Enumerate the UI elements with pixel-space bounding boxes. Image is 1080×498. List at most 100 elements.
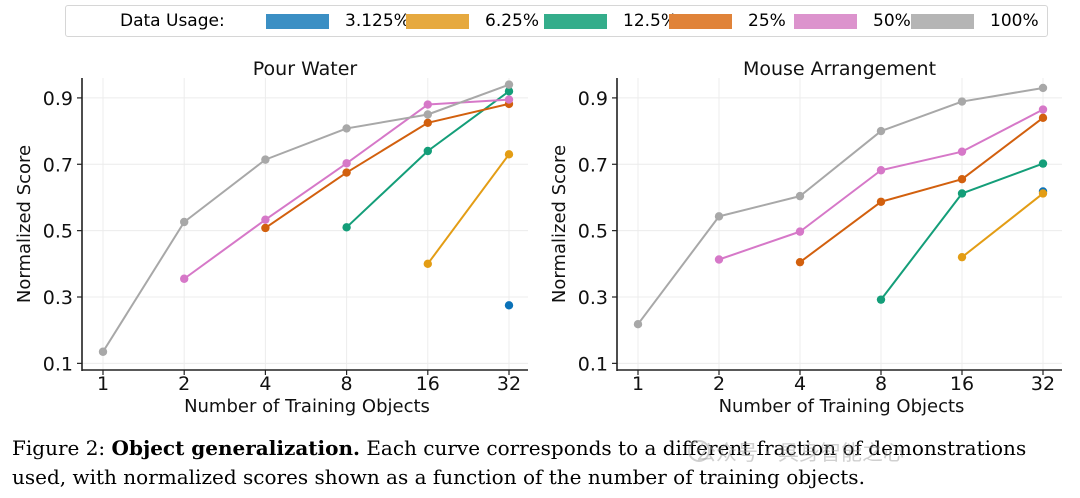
legend-label: 100%: [990, 11, 1039, 31]
data-point-100: [714, 212, 724, 221]
series-line-625: [426, 153, 510, 265]
figure-caption: Figure 2: Object generalization. Each cu…: [12, 434, 1072, 492]
data-point-25: [1038, 113, 1048, 123]
data-point-50: [423, 100, 432, 109]
legend-label: 6.25%: [485, 11, 540, 31]
x-tick-label: 4: [794, 373, 806, 395]
data-point-625: [423, 259, 432, 269]
data-point-125: [1038, 159, 1048, 168]
data-point-100: [98, 347, 108, 356]
legend-title: Data Usage:: [120, 11, 225, 31]
x-tick-label: 1: [97, 373, 109, 395]
legend-label: 50%: [873, 11, 911, 31]
x-tick-label: 8: [341, 373, 353, 395]
legend-swatch: [544, 14, 607, 29]
data-point-100: [876, 126, 886, 136]
y-tick-label: 0.3: [43, 287, 73, 309]
data-point-25: [342, 168, 351, 177]
y-tick-label: 0.5: [578, 221, 608, 243]
legend-swatch: [911, 14, 974, 29]
charts-canvas: 0.1 0.3 0.5 0.7 0.9 1 2 4 8 16 32 Pour Water Number …: [14, 58, 1062, 417]
chart-title: Pour Water: [253, 58, 358, 80]
series-line-25: [799, 117, 1044, 263]
data-point-100: [342, 124, 351, 133]
data-point-25: [876, 197, 886, 206]
caption-figure-label: Figure 2:: [12, 436, 106, 460]
legend-label: 3.125%: [345, 11, 410, 31]
data-point-25: [795, 257, 805, 267]
series-25: [261, 99, 514, 233]
data-point-50: [957, 147, 967, 156]
series-625: [957, 189, 1048, 262]
x-tick-label: 16: [950, 373, 974, 395]
x-tick-label: 2: [713, 373, 725, 395]
x-tick-label: 2: [178, 373, 190, 395]
data-point-50: [261, 215, 270, 224]
series-50: [180, 95, 514, 283]
series-3125: [504, 301, 514, 310]
data-point-100: [261, 155, 270, 164]
x-axis-label: Number of Training Objects: [719, 396, 965, 417]
data-point-25: [957, 175, 967, 184]
data-point-125: [957, 189, 967, 198]
series-line-100: [102, 83, 510, 353]
watermark: 公众号 · 具身智能之心: [695, 441, 905, 465]
series-100: [633, 83, 1048, 329]
y-tick-label: 0.9: [43, 88, 73, 110]
chart-panel-2: 0.1 0.3 0.5 0.7 0.9 1 2 4 8 16 32 Mouse Arrangement…: [549, 58, 1062, 417]
data-point-100: [180, 217, 189, 227]
data-point-100: [957, 97, 967, 106]
x-tick-label: 32: [1031, 373, 1055, 395]
data-point-125: [423, 146, 432, 156]
y-tick-label: 0.3: [578, 287, 608, 309]
watermark-icon: [688, 440, 710, 462]
x-tick-label: 32: [497, 373, 521, 395]
data-point-125: [342, 223, 351, 232]
legend-label: 25%: [748, 11, 786, 31]
series-line-25: [264, 102, 510, 229]
y-axis-label: Normalized Score: [14, 145, 35, 303]
data-point-25: [423, 118, 432, 127]
data-point-50: [795, 227, 805, 236]
data-point-50: [180, 274, 189, 283]
y-tick-label: 0.1: [43, 353, 73, 375]
legend-swatch: [669, 14, 732, 29]
x-tick-label: 4: [259, 373, 271, 395]
caption-bold-title: Object generalization.: [111, 436, 360, 460]
legend: Data Usage: 3.125% 6.25% 12.5% 25% 50% 1…: [65, 5, 1048, 37]
y-tick-label: 0.1: [578, 353, 608, 375]
data-point-125: [876, 295, 886, 304]
chart-panel-1: 0.1 0.3 0.5 0.7 0.9 1 2 4 8 16 32 Pour Water Number …: [14, 58, 528, 417]
series-line-100: [637, 86, 1044, 325]
data-point-625: [957, 252, 967, 262]
data-point-625: [1038, 189, 1048, 198]
data-point-125: [504, 87, 514, 96]
series-100: [98, 80, 514, 356]
series-line-625: [961, 192, 1044, 258]
x-axis-label: Number of Training Objects: [184, 396, 430, 417]
data-point-100: [504, 80, 514, 89]
x-tick-label: 16: [416, 373, 440, 395]
data-point-50: [342, 159, 351, 168]
legend-label: 12.5%: [623, 11, 678, 31]
data-point-100: [423, 110, 432, 119]
y-tick-label: 0.9: [578, 88, 608, 110]
data-point-25: [261, 223, 270, 233]
legend-swatch: [794, 14, 857, 29]
y-tick-label: 0.5: [43, 221, 73, 243]
data-point-100: [1038, 83, 1048, 93]
data-point-50: [876, 166, 886, 175]
legend-swatch: [266, 14, 329, 29]
series-625: [423, 150, 514, 269]
x-tick-label: 1: [632, 373, 644, 395]
data-point-50: [714, 255, 724, 264]
y-tick-label: 0.7: [578, 154, 608, 176]
data-point-3125: [504, 301, 514, 310]
data-point-50: [1038, 105, 1048, 114]
data-point-625: [504, 150, 514, 159]
series-125: [876, 159, 1048, 304]
y-axis-label: Normalized Score: [549, 145, 570, 303]
series-50: [714, 105, 1048, 264]
y-tick-label: 0.7: [43, 154, 73, 176]
legend-swatch: [406, 14, 469, 29]
